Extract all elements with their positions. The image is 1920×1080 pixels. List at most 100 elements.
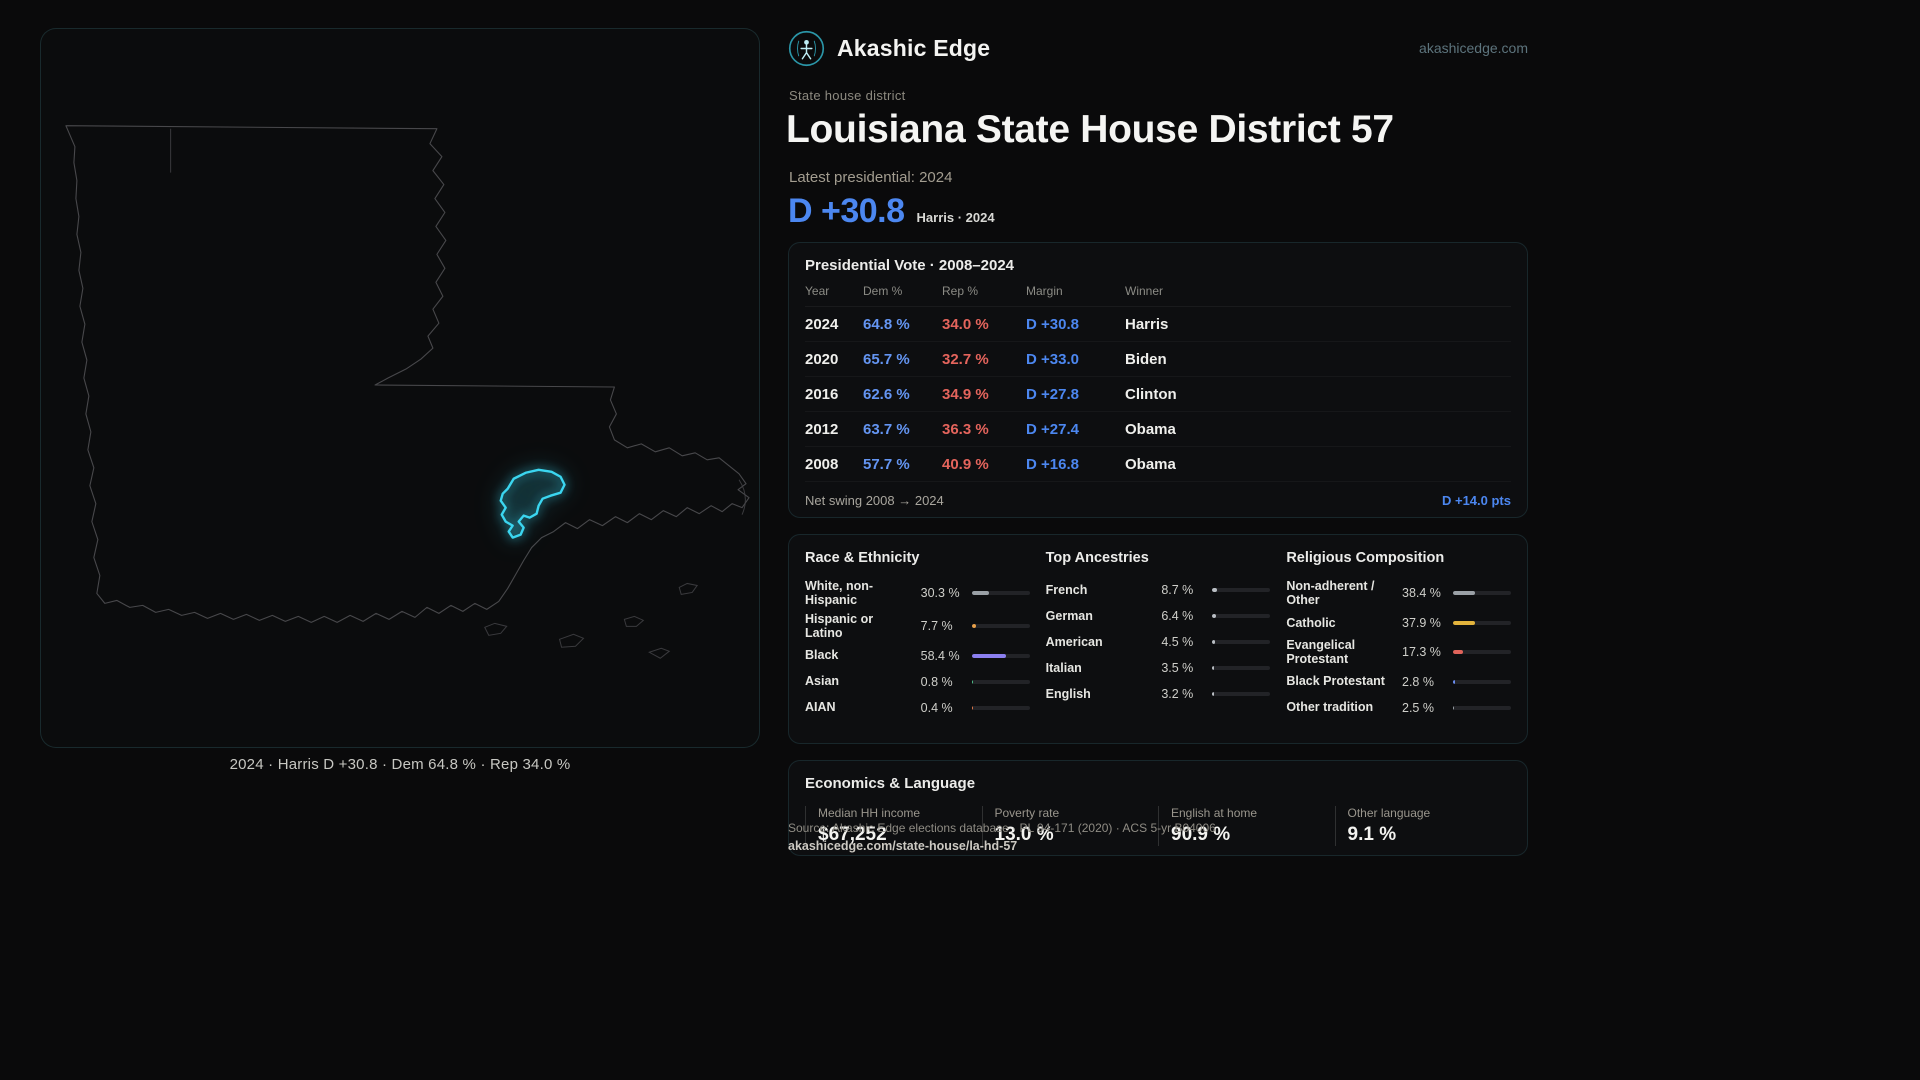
list-item: AIAN 0.4 %	[805, 697, 1030, 719]
stat-bar	[1453, 620, 1511, 625]
list-item: Black Protestant 2.8 %	[1286, 671, 1511, 693]
stat-poverty-rate: Poverty rate 13.0 %	[981, 806, 1159, 846]
table-row: 2024 64.8 % 34.0 % D +30.8 Harris	[805, 307, 1511, 342]
state-outline	[65, 125, 750, 623]
winner: Clinton	[1125, 385, 1177, 403]
col-dem: Dem %	[863, 284, 903, 298]
stat-bar	[971, 653, 1030, 658]
stat-bar	[971, 624, 1030, 629]
table-row: 2020 65.7 % 32.7 % D +33.0 Biden	[805, 342, 1511, 377]
list-item: American 4.5 %	[1046, 631, 1271, 653]
net-swing-label: Net swing 2008 → 2024	[805, 493, 944, 508]
margin: D +30.8	[1026, 315, 1079, 333]
list-item: Other tradition 2.5 %	[1286, 697, 1511, 719]
table-row: 2016 62.6 % 34.9 % D +27.8 Clinton	[805, 377, 1511, 412]
headline-margin: D +30.8 Harris · 2024	[788, 192, 995, 231]
coastal-fragment	[738, 479, 746, 515]
list-item: Hispanic or Latino 7.7 %	[805, 612, 1030, 641]
stat-bar	[1212, 614, 1271, 618]
list-item: Italian 3.5 %	[1046, 657, 1271, 679]
table-row: 2012 63.7 % 36.3 % D +27.4 Obama	[805, 412, 1511, 447]
brand-name: Akashic Edge	[837, 34, 991, 61]
year: 2020	[805, 350, 839, 368]
margin: D +27.8	[1026, 385, 1079, 403]
stat-bar	[1453, 591, 1511, 596]
stat-median-income: Median HH income $67,252	[805, 806, 982, 846]
header: Akashic Edge akashicedge.com	[788, 29, 1528, 67]
page-title: Louisiana State House District 57	[786, 108, 1394, 151]
margin: D +27.4	[1026, 420, 1079, 438]
economics-language-card: Economics & Language Median HH income $6…	[788, 760, 1528, 856]
card-title: Presidential Vote · 2008–2024	[805, 257, 1015, 274]
coastal-fragment	[648, 647, 671, 659]
margin: D +16.8	[1026, 455, 1079, 473]
stat-bar	[1212, 588, 1271, 592]
winner: Obama	[1125, 455, 1176, 473]
site-link[interactable]: akashicedge.com	[1419, 40, 1528, 56]
list-item: Black 58.4 %	[805, 645, 1030, 667]
coastal-fragment	[558, 633, 585, 648]
coastal-fragment	[484, 622, 508, 636]
stat-other-language: Other language 9.1 %	[1334, 806, 1512, 846]
demographics-card: Race & Ethnicity White, non-Hispanic 30.…	[788, 534, 1528, 744]
section-title: Race & Ethnicity	[805, 550, 920, 566]
year: 2016	[805, 385, 839, 403]
dem-pct: 65.7 %	[863, 350, 910, 368]
religious-composition-section: Religious Composition Non-adherent / Oth…	[1286, 550, 1511, 728]
margin: D +33.0	[1026, 350, 1079, 368]
stat-bar	[971, 705, 1030, 710]
stat-bar	[971, 591, 1030, 596]
net-swing-row: Net swing 2008 → 2024 D +14.0 pts	[805, 482, 1511, 508]
stat-bar	[1212, 666, 1271, 670]
rep-pct: 40.9 %	[942, 455, 989, 473]
list-item: Non-adherent / Other 38.4 %	[1286, 579, 1511, 608]
economics-stats-row: Median HH income $67,252 Poverty rate 13…	[805, 806, 1511, 846]
kicker-label: State house district	[789, 88, 906, 103]
stat-bar	[1453, 650, 1511, 655]
dem-pct: 62.6 %	[863, 385, 910, 403]
map-caption: 2024 · Harris D +30.8 · Dem 64.8 % · Rep…	[229, 756, 571, 773]
stat-bar	[971, 679, 1030, 684]
year: 2024	[805, 315, 839, 333]
table-row: 2008 57.7 % 40.9 % D +16.8 Obama	[805, 447, 1511, 482]
table-header: Year Dem % Rep % Margin Winner	[805, 284, 1511, 307]
source-note: Source: Akashic Edge elections database …	[788, 821, 1216, 835]
list-item: English 3.2 %	[1046, 683, 1271, 705]
presidential-vote-card: Presidential Vote · 2008–2024 Year Dem %…	[788, 242, 1528, 518]
top-ancestries-section: Top Ancestries French 8.7 % German 6.4 %…	[1046, 550, 1271, 728]
net-swing-value: D +14.0 pts	[1441, 493, 1511, 508]
stat-english-at-home: English at home 90.9 %	[1158, 806, 1335, 846]
list-item: Catholic 37.9 %	[1286, 612, 1511, 634]
stat-bar	[1453, 705, 1511, 710]
winner: Biden	[1125, 350, 1167, 368]
card-title: Economics & Language	[805, 775, 976, 792]
winner: Obama	[1125, 420, 1176, 438]
louisiana-map	[65, 125, 750, 659]
year: 2012	[805, 420, 839, 438]
stat-bar	[1453, 679, 1511, 684]
winner: Harris	[1125, 315, 1169, 333]
list-item: Evangelical Protestant 17.3 %	[1286, 638, 1511, 667]
col-year: Year	[805, 284, 830, 298]
col-rep: Rep %	[942, 284, 979, 298]
district-57-highlight	[499, 468, 566, 539]
permalink[interactable]: akashicedge.com/state-house/la-hd-57	[788, 839, 1018, 853]
latest-presidential-label: Latest presidential: 2024	[789, 169, 953, 186]
margin-value: D +30.8	[788, 192, 905, 230]
dem-pct: 64.8 %	[863, 315, 910, 333]
dem-pct: 63.7 %	[863, 420, 910, 438]
section-title: Top Ancestries	[1045, 550, 1149, 566]
margin-note: Harris · 2024	[916, 210, 995, 225]
district-map-panel	[40, 28, 760, 748]
col-margin: Margin	[1026, 284, 1063, 298]
rep-pct: 34.9 %	[942, 385, 989, 403]
coastal-fragment	[678, 582, 699, 595]
coastal-fragment	[623, 615, 645, 627]
section-title: Religious Composition	[1286, 550, 1445, 566]
col-winner: Winner	[1125, 284, 1164, 298]
list-item: German 6.4 %	[1046, 605, 1271, 627]
list-item: White, non-Hispanic 30.3 %	[805, 579, 1030, 608]
dem-pct: 57.7 %	[863, 455, 910, 473]
list-item: Asian 0.8 %	[805, 671, 1030, 693]
